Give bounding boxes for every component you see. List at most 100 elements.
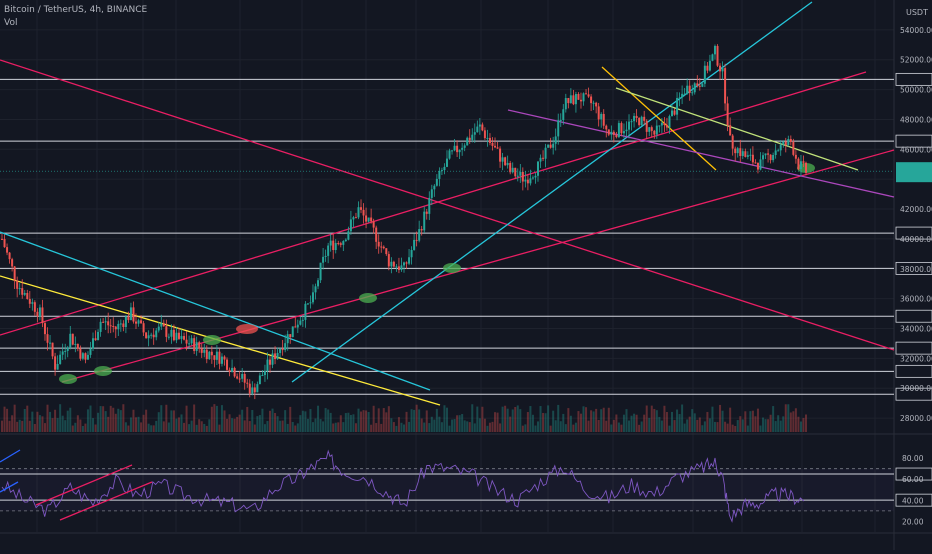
volume-bar (726, 423, 729, 432)
volume-bar (794, 408, 797, 432)
price-tick: 48000.00 (900, 115, 932, 124)
rsi-tick: 20.00 (902, 517, 924, 526)
volume-bar (26, 405, 29, 432)
candle-body (716, 45, 719, 66)
volume-bar (461, 414, 464, 432)
volume-bar (385, 412, 388, 432)
volume-bar (13, 404, 16, 432)
candle-body (564, 98, 567, 110)
candle-body (117, 323, 120, 330)
volume-bar (269, 410, 271, 432)
last-price-box (896, 162, 932, 183)
price-tick: 42000.00 (900, 205, 932, 214)
volume-bar (304, 411, 307, 432)
volume-bar (572, 424, 575, 432)
volume-bar (311, 422, 314, 432)
volume-bar (236, 416, 239, 432)
candle-body (519, 171, 522, 176)
candle-body (135, 321, 137, 324)
candle-body (607, 129, 610, 135)
candle-body (16, 280, 19, 289)
level-label-box (895, 341, 932, 355)
candle-body (774, 150, 777, 156)
candle-body (284, 343, 287, 351)
candle-body (365, 215, 368, 222)
candle-body (418, 229, 421, 241)
volume-bar (605, 420, 608, 432)
volume-bar (8, 420, 11, 432)
candle-body (686, 85, 689, 94)
candle-body (650, 127, 653, 131)
candle-body (380, 246, 383, 248)
candle-body (736, 148, 739, 154)
candle-body (269, 359, 271, 365)
volume-bar (544, 413, 547, 432)
candle-body (779, 144, 782, 151)
volume-bar (274, 413, 277, 432)
volume-bar (160, 405, 163, 432)
volume-bar (322, 421, 325, 432)
volume-bar (483, 418, 486, 432)
volume-bar (691, 409, 694, 432)
volume-bar (188, 424, 191, 432)
candle-body (299, 320, 302, 325)
volume-bar (155, 420, 158, 432)
volume-bar (145, 409, 148, 432)
candle-body (458, 149, 461, 153)
candle-body (552, 143, 555, 148)
candle-body (635, 115, 638, 119)
volume-bar (524, 424, 527, 432)
volume-bar (185, 405, 188, 432)
rsi-line (1, 449, 805, 523)
candle-body (218, 351, 221, 364)
volume-bar (693, 413, 696, 432)
volume-bar (284, 410, 287, 432)
trend-line (291, 1, 813, 383)
volume-bar (696, 419, 699, 432)
candle-body (567, 98, 570, 104)
price-tick: 28000.00 (900, 414, 932, 423)
volume-bar (531, 414, 534, 432)
volume-bar (137, 416, 140, 432)
candle-body (8, 252, 11, 260)
volume-bar (258, 415, 261, 432)
candle-body (799, 161, 802, 170)
candle-body (595, 102, 598, 107)
candle-body (696, 83, 699, 86)
volume-bar (291, 421, 294, 432)
volume-bar (140, 422, 143, 432)
volume-bar (678, 414, 681, 432)
candle-body (291, 326, 294, 338)
candle-body (703, 65, 706, 84)
volume-bar (28, 420, 31, 432)
volume-bar (362, 410, 365, 432)
candle-body (319, 262, 322, 281)
volume-bar (81, 425, 84, 432)
rsi-trend-line (35, 464, 133, 506)
volume-bar (94, 424, 97, 432)
volume-bar (602, 407, 605, 432)
candle-body (615, 134, 618, 138)
volume-bar (296, 423, 299, 432)
candle-body (322, 256, 325, 263)
candle-body (385, 248, 388, 255)
candle-body (509, 162, 512, 173)
candle-body (185, 339, 188, 344)
volume-bar (539, 406, 542, 432)
candle-body (678, 97, 681, 99)
candle-body (476, 126, 479, 133)
volume-bar (405, 411, 408, 432)
candle-body (102, 321, 105, 323)
candle-body (339, 243, 342, 245)
candle-body (521, 171, 524, 182)
candle-body (516, 175, 519, 177)
volume-bar (299, 415, 302, 432)
volume-bar (413, 409, 416, 432)
volume-bar (494, 412, 497, 432)
candle-body (554, 136, 557, 144)
candle-body (494, 145, 497, 148)
volume-bar (370, 424, 373, 432)
candle-body (172, 329, 175, 341)
candle-body (741, 151, 744, 156)
